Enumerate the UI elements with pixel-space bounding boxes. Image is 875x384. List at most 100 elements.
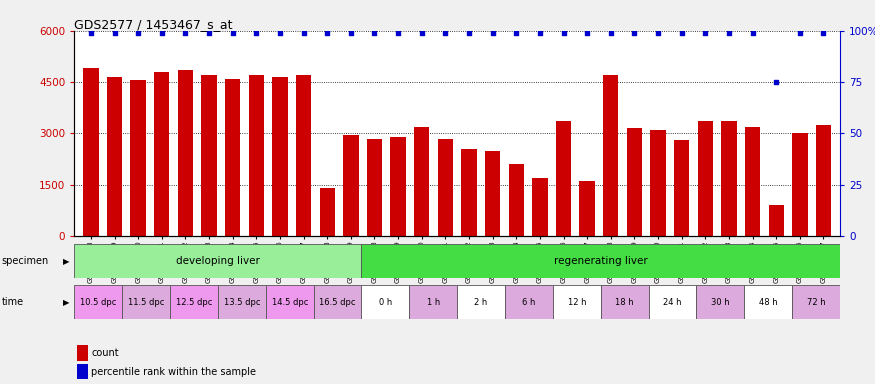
Bar (768, 205, 784, 236)
Point (273, 30, 287, 36)
Text: 72 h: 72 h (807, 298, 825, 307)
Bar (697, 121, 713, 236)
Bar (130, 80, 146, 236)
Bar (505, 285, 553, 319)
Point (746, 30, 760, 36)
Text: 24 h: 24 h (663, 298, 682, 307)
Point (462, 30, 476, 36)
Bar (83, 68, 99, 236)
Bar (296, 75, 311, 236)
Text: 14.5 dpc: 14.5 dpc (271, 298, 308, 307)
Bar (313, 285, 361, 319)
Point (226, 30, 240, 36)
Bar (361, 285, 410, 319)
Text: 30 h: 30 h (711, 298, 730, 307)
Bar (579, 181, 595, 236)
Point (698, 30, 712, 36)
Text: 12 h: 12 h (568, 298, 586, 307)
Text: 16.5 dpc: 16.5 dpc (319, 298, 356, 307)
Bar (485, 151, 500, 236)
Text: time: time (2, 297, 24, 307)
Bar (201, 75, 217, 236)
Bar (601, 285, 648, 319)
Text: developing liver: developing liver (176, 256, 260, 266)
Text: 10.5 dpc: 10.5 dpc (80, 298, 116, 307)
Bar (792, 285, 840, 319)
Point (533, 30, 547, 36)
Text: 1 h: 1 h (427, 298, 440, 307)
Bar (603, 75, 619, 236)
Point (84, 30, 98, 36)
Point (769, 79, 783, 85)
Bar (816, 125, 831, 236)
Point (415, 30, 429, 36)
Point (556, 30, 570, 36)
Text: 48 h: 48 h (759, 298, 778, 307)
Text: 11.5 dpc: 11.5 dpc (128, 298, 164, 307)
Text: count: count (91, 348, 119, 358)
Bar (745, 127, 760, 236)
Bar (414, 127, 430, 236)
Text: 0 h: 0 h (379, 298, 392, 307)
Bar (319, 188, 335, 236)
Bar (648, 285, 696, 319)
Bar (458, 285, 505, 319)
Text: 18 h: 18 h (615, 298, 634, 307)
Bar (508, 164, 524, 236)
Point (793, 30, 807, 36)
Bar (266, 285, 313, 319)
Point (651, 30, 665, 36)
Bar (225, 79, 241, 236)
Point (178, 30, 192, 36)
Point (320, 30, 334, 36)
Point (368, 30, 382, 36)
Text: GDS2577 / 1453467_s_at: GDS2577 / 1453467_s_at (74, 18, 233, 31)
Point (604, 30, 618, 36)
Bar (390, 137, 406, 236)
Point (509, 30, 523, 36)
Bar (553, 285, 601, 319)
Bar (410, 285, 458, 319)
Bar (792, 134, 808, 236)
Bar (556, 121, 571, 236)
Bar (218, 285, 266, 319)
Bar (74, 285, 122, 319)
Point (249, 30, 263, 36)
Bar (696, 285, 745, 319)
Point (580, 30, 594, 36)
Bar (367, 139, 382, 236)
Text: 6 h: 6 h (522, 298, 536, 307)
Point (131, 30, 145, 36)
Text: ▶: ▶ (63, 257, 69, 266)
Bar (650, 130, 666, 236)
Point (155, 30, 169, 36)
Bar (461, 149, 477, 236)
Point (344, 30, 358, 36)
Bar (674, 140, 690, 236)
Point (722, 30, 736, 36)
Bar (154, 72, 170, 236)
Point (627, 30, 641, 36)
Text: 13.5 dpc: 13.5 dpc (224, 298, 260, 307)
Bar (248, 75, 264, 236)
Text: 12.5 dpc: 12.5 dpc (176, 298, 213, 307)
Bar (178, 70, 193, 236)
Point (438, 30, 452, 36)
Point (675, 30, 689, 36)
Point (391, 30, 405, 36)
Bar (721, 121, 737, 236)
Point (816, 30, 830, 36)
Point (297, 30, 311, 36)
Bar (272, 77, 288, 236)
Bar (170, 285, 218, 319)
Bar (74, 244, 361, 278)
Bar (343, 135, 359, 236)
Text: 2 h: 2 h (474, 298, 487, 307)
Text: ▶: ▶ (63, 298, 69, 307)
Bar (361, 244, 840, 278)
Text: regenerating liver: regenerating liver (554, 256, 648, 266)
Bar (107, 77, 123, 236)
Bar (745, 285, 792, 319)
Bar (438, 139, 453, 236)
Text: specimen: specimen (2, 256, 49, 266)
